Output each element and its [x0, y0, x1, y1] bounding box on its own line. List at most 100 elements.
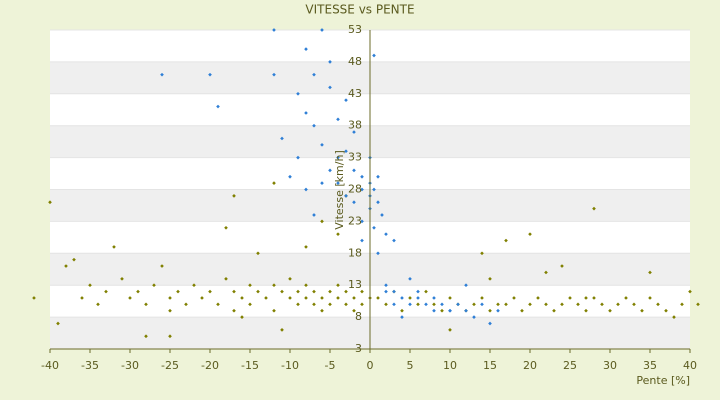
- point: [352, 168, 356, 173]
- point: [536, 296, 540, 300]
- y-tick-label: 13: [348, 278, 362, 291]
- point: [400, 308, 404, 313]
- point: [464, 308, 468, 313]
- point: [32, 296, 36, 300]
- point: [304, 283, 308, 288]
- point: [352, 296, 356, 300]
- x-tick-label: -20: [201, 359, 219, 372]
- point: [336, 296, 340, 300]
- x-tick-label: 20: [523, 359, 537, 372]
- point: [432, 302, 436, 307]
- point: [168, 296, 172, 300]
- point: [288, 296, 292, 300]
- point: [480, 296, 484, 300]
- point: [296, 91, 300, 96]
- y-tick-label: 28: [348, 183, 362, 196]
- x-tick-label: 5: [407, 359, 414, 372]
- point: [352, 200, 356, 205]
- point: [344, 302, 348, 307]
- point: [176, 289, 180, 294]
- point: [552, 308, 556, 313]
- point: [336, 283, 340, 288]
- point: [608, 308, 612, 313]
- point: [304, 296, 308, 300]
- point: [360, 219, 364, 224]
- point: [120, 276, 124, 281]
- point: [360, 302, 364, 307]
- point: [352, 130, 356, 134]
- point: [372, 187, 376, 192]
- point: [472, 315, 476, 319]
- point: [568, 296, 572, 300]
- point: [432, 308, 436, 313]
- point: [224, 225, 228, 230]
- point: [248, 302, 252, 307]
- point: [416, 289, 420, 294]
- point: [680, 302, 684, 307]
- point: [344, 289, 348, 294]
- y-tick-label: 43: [348, 87, 362, 100]
- point: [208, 72, 212, 77]
- y-axis-title: Vitesse [km/h]: [333, 150, 346, 230]
- point: [440, 302, 444, 307]
- point: [600, 302, 604, 307]
- point: [432, 296, 436, 300]
- point: [248, 283, 252, 288]
- point: [448, 328, 452, 332]
- point: [304, 111, 308, 115]
- point: [416, 302, 420, 307]
- point: [504, 302, 508, 307]
- point: [296, 155, 300, 160]
- point: [312, 213, 316, 217]
- point: [304, 187, 308, 192]
- point: [304, 245, 308, 249]
- point: [616, 302, 620, 307]
- point: [320, 296, 324, 300]
- point: [280, 136, 284, 141]
- point: [328, 168, 332, 173]
- point: [240, 315, 244, 319]
- y-tick-label: 38: [348, 119, 362, 132]
- x-tick-label: 25: [563, 359, 577, 372]
- point: [504, 238, 508, 243]
- point: [144, 302, 148, 307]
- point: [88, 283, 92, 288]
- point: [656, 302, 660, 307]
- x-tick-label: -35: [81, 359, 99, 372]
- point: [312, 72, 316, 77]
- x-tick-label: 40: [683, 359, 697, 372]
- point: [232, 289, 236, 294]
- point: [208, 289, 212, 294]
- x-tick-label: -25: [161, 359, 179, 372]
- y-tick-label: 33: [348, 151, 362, 164]
- point: [312, 289, 316, 294]
- point: [320, 143, 324, 147]
- point: [688, 289, 692, 294]
- y-tick-label: 8: [355, 310, 362, 323]
- point: [456, 302, 460, 307]
- point: [520, 308, 524, 313]
- point: [328, 60, 332, 64]
- point: [376, 251, 380, 256]
- point: [648, 296, 652, 300]
- point: [296, 289, 300, 294]
- point: [392, 302, 396, 307]
- point: [496, 302, 500, 307]
- point: [392, 289, 396, 294]
- y-tick-label: 18: [348, 246, 362, 259]
- point: [544, 270, 548, 275]
- point: [512, 296, 516, 300]
- point: [112, 245, 116, 249]
- point: [576, 302, 580, 307]
- point: [376, 296, 380, 300]
- point: [272, 308, 276, 313]
- y-tick-label: 48: [348, 55, 362, 68]
- point: [384, 283, 388, 288]
- point: [288, 174, 292, 179]
- point: [480, 251, 484, 256]
- x-tick-label: 35: [643, 359, 657, 372]
- point: [416, 296, 420, 300]
- point: [360, 187, 364, 192]
- point: [160, 264, 164, 268]
- x-tick-label: 0: [367, 359, 374, 372]
